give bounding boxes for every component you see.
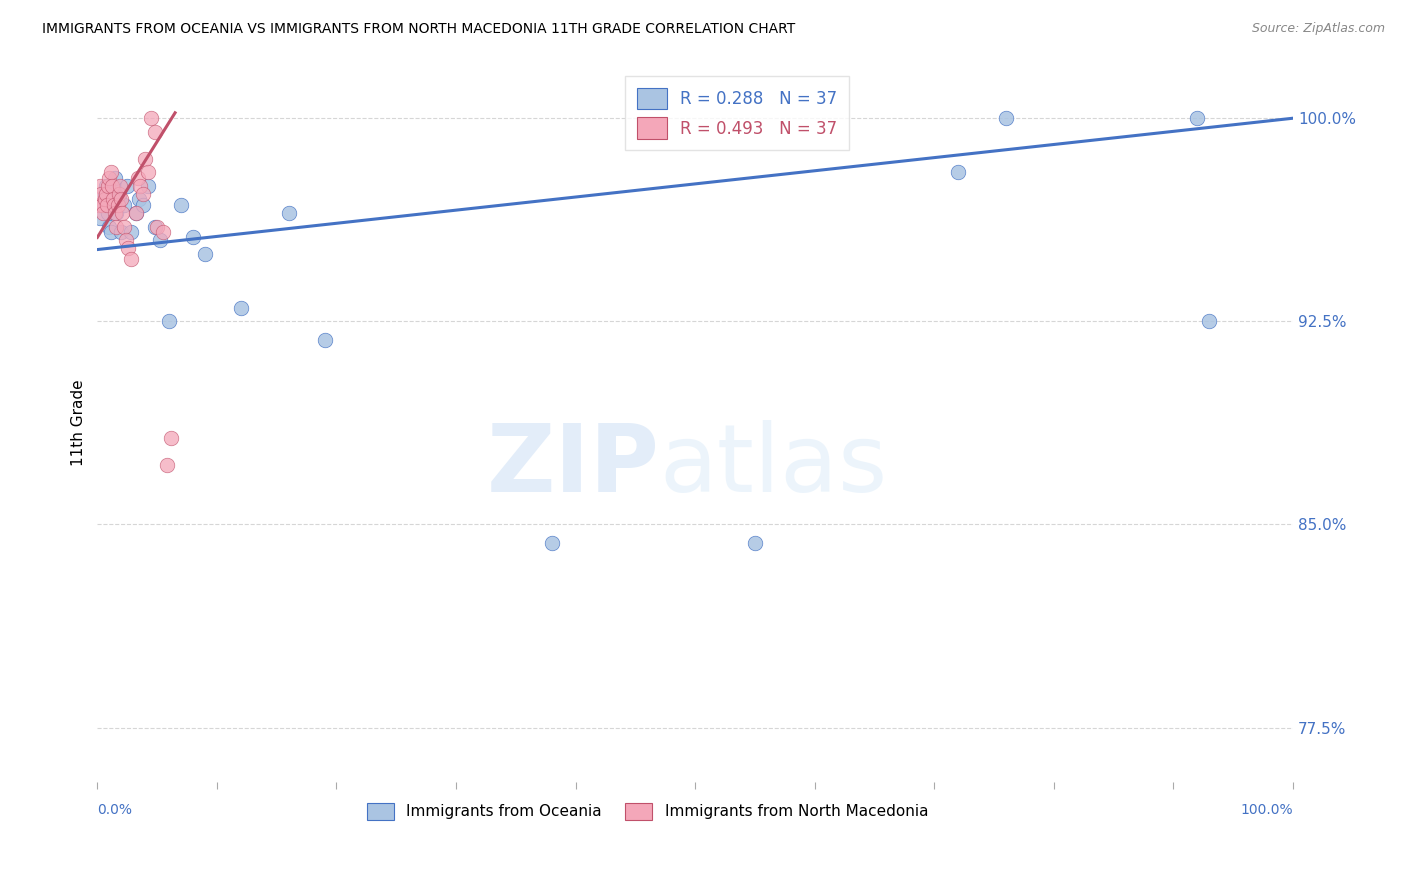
Point xyxy=(104,170,127,185)
Text: ZIP: ZIP xyxy=(486,420,659,512)
Point xyxy=(170,198,193,212)
Point xyxy=(96,193,118,207)
Point xyxy=(100,178,122,193)
Text: atlas: atlas xyxy=(659,420,887,512)
Point xyxy=(160,431,183,445)
Text: 100.0%: 100.0% xyxy=(1240,804,1294,817)
Point xyxy=(104,206,127,220)
Point xyxy=(128,193,150,207)
Point xyxy=(115,178,138,193)
Point xyxy=(120,252,142,266)
Point xyxy=(134,152,156,166)
Point xyxy=(120,225,142,239)
Point xyxy=(115,233,138,247)
Text: Source: ZipAtlas.com: Source: ZipAtlas.com xyxy=(1251,22,1385,36)
Point xyxy=(143,219,166,234)
Point xyxy=(110,225,132,239)
Point xyxy=(132,198,155,212)
Point xyxy=(152,225,174,239)
Point xyxy=(91,206,114,220)
Point xyxy=(94,187,117,202)
Text: IMMIGRANTS FROM OCEANIA VS IMMIGRANTS FROM NORTH MACEDONIA 11TH GRADE CORRELATIO: IMMIGRANTS FROM OCEANIA VS IMMIGRANTS FR… xyxy=(42,22,796,37)
Point xyxy=(1198,314,1220,328)
Point xyxy=(98,170,121,185)
Point xyxy=(100,225,122,239)
Point xyxy=(112,219,135,234)
Point xyxy=(93,193,115,207)
Point xyxy=(91,198,114,212)
Point xyxy=(136,165,159,179)
Point xyxy=(110,193,132,207)
Point xyxy=(101,193,124,207)
Y-axis label: 11th Grade: 11th Grade xyxy=(72,380,86,467)
Point xyxy=(94,178,117,193)
Point xyxy=(90,187,112,202)
Point xyxy=(103,178,125,193)
Point xyxy=(100,165,122,179)
Point xyxy=(132,187,155,202)
Point xyxy=(744,536,766,550)
Point xyxy=(100,187,122,202)
Point xyxy=(89,211,111,226)
Point xyxy=(98,219,121,234)
Point xyxy=(129,178,152,193)
Point xyxy=(143,125,166,139)
Point xyxy=(277,206,299,220)
Point xyxy=(108,187,131,202)
Point xyxy=(89,178,111,193)
Point xyxy=(127,170,149,185)
Point xyxy=(117,241,139,255)
Point xyxy=(540,536,562,550)
Point xyxy=(314,333,336,347)
Point xyxy=(112,198,135,212)
Point xyxy=(148,233,170,247)
Point xyxy=(97,206,120,220)
Point xyxy=(146,219,169,234)
Point xyxy=(96,198,118,212)
Point xyxy=(1187,112,1209,126)
Point xyxy=(107,198,129,212)
Point xyxy=(995,112,1018,126)
Point xyxy=(948,165,970,179)
Legend: Immigrants from Oceania, Immigrants from North Macedonia: Immigrants from Oceania, Immigrants from… xyxy=(360,797,934,826)
Point xyxy=(91,198,114,212)
Point xyxy=(124,206,146,220)
Point xyxy=(124,206,146,220)
Point xyxy=(103,198,125,212)
Point xyxy=(141,112,163,126)
Point xyxy=(105,219,128,234)
Point xyxy=(108,193,131,207)
Point xyxy=(229,301,252,315)
Point xyxy=(93,187,115,202)
Text: 0.0%: 0.0% xyxy=(97,804,132,817)
Point xyxy=(97,178,120,193)
Point xyxy=(194,246,217,260)
Point xyxy=(156,458,179,472)
Point xyxy=(101,198,124,212)
Point xyxy=(105,206,128,220)
Point xyxy=(108,178,131,193)
Point xyxy=(111,206,134,220)
Point xyxy=(181,230,204,244)
Point xyxy=(87,198,110,212)
Point xyxy=(136,178,159,193)
Point xyxy=(157,314,180,328)
